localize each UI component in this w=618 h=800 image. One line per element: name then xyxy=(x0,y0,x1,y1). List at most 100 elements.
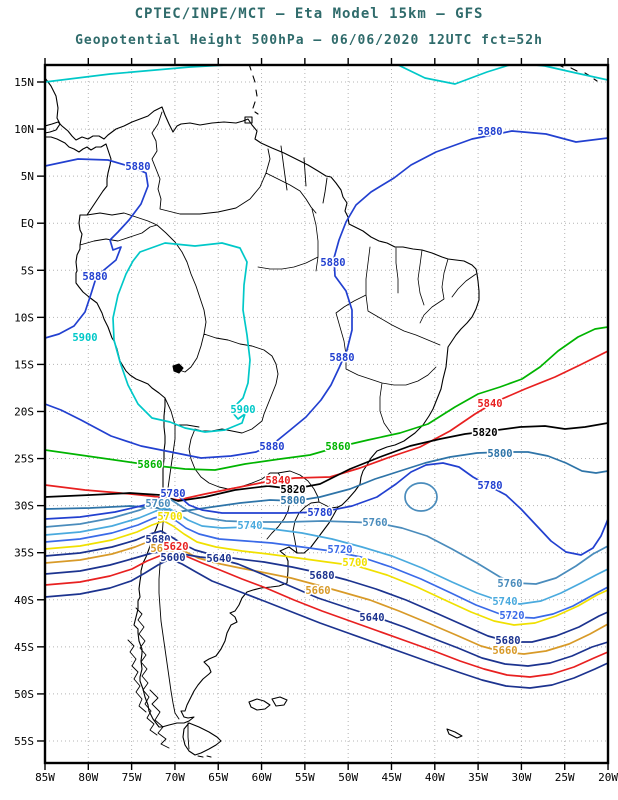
contour-label-5780: 5780 xyxy=(307,507,332,519)
contour-5600 xyxy=(45,558,608,689)
lat-label: 10S xyxy=(14,311,34,324)
lon-label: 80W xyxy=(78,771,98,784)
contour-5840 xyxy=(45,350,608,501)
lon-label: 70W xyxy=(165,771,185,784)
contour-labels-layer: 5900 5900 5880 5880 5880 5880 5880 5880 5860 5860… xyxy=(71,125,526,659)
contour-label-5680: 5680 xyxy=(309,570,334,582)
contour-label-5820: 5820 xyxy=(472,427,497,439)
lon-label: 20W xyxy=(598,771,618,784)
lat-label: 15S xyxy=(14,358,34,371)
contour-5760 xyxy=(45,498,608,585)
lon-label: 50W xyxy=(338,771,358,784)
contour-5740 xyxy=(45,507,608,605)
contour-cutoff-low-ellipse xyxy=(404,482,438,512)
contour-5700 xyxy=(45,520,608,626)
lon-label: 85W xyxy=(35,771,55,784)
lat-label: 25S xyxy=(14,453,34,466)
contour-label-5760: 5760 xyxy=(497,578,522,590)
contour-label-5900: 5900 xyxy=(230,404,255,416)
lon-label: 60W xyxy=(252,771,272,784)
contour-5880-northwest xyxy=(45,158,149,339)
page-title: CPTEC/INPE/MCT – Eta Model 15km – GFS xyxy=(134,6,484,22)
lon-label: 75W xyxy=(122,771,142,784)
contour-label-5700: 5700 xyxy=(342,557,367,569)
lat-label: 5S xyxy=(21,264,34,277)
contour-label-5860: 5860 xyxy=(137,459,162,471)
contour-label-5800: 5800 xyxy=(487,448,512,460)
axis-labels-layer: 15N 10N 5N EQ 5S 10S 15S 20S 25S 30S 35S 40S 45S 50S 5… xyxy=(14,58,618,784)
contour-5780 xyxy=(45,462,608,556)
contour-label-5780: 5780 xyxy=(160,488,185,500)
south-georgia-island xyxy=(446,728,463,739)
contour-lines-layer xyxy=(45,65,608,689)
contour-label-5880: 5880 xyxy=(320,257,345,269)
contour-label-5760: 5760 xyxy=(145,498,170,510)
contour-label-5860: 5860 xyxy=(325,441,350,453)
contour-label-5680: 5680 xyxy=(495,635,520,647)
lat-label: 30S xyxy=(14,500,34,513)
contour-label-5640: 5640 xyxy=(206,553,231,565)
contour-label-5720: 5720 xyxy=(327,544,352,556)
contour-5880-northeast xyxy=(45,130,608,459)
lon-label: 25W xyxy=(555,771,575,784)
contour-5900-closed-high xyxy=(112,242,251,433)
page-subtitle: Geopotential Height 500hPa – 06/06/2020 … xyxy=(75,33,543,48)
chilean-fjords xyxy=(127,607,170,749)
contour-label-5880: 5880 xyxy=(329,352,354,364)
contour-label-5600: 5600 xyxy=(160,552,185,564)
tierra-del-fuego-island xyxy=(182,722,222,758)
contour-5820 xyxy=(45,422,608,502)
brazil-state-borders xyxy=(257,208,477,434)
lon-label: 40W xyxy=(425,771,445,784)
country-borders xyxy=(79,111,339,750)
geography-layer xyxy=(45,65,598,758)
lon-label: 65W xyxy=(208,771,228,784)
contour-5680 xyxy=(45,530,608,643)
contour-5800 xyxy=(45,451,608,513)
contour-label-5700: 5700 xyxy=(157,511,182,523)
lat-label: 15N xyxy=(14,76,34,89)
contour-label-5720: 5720 xyxy=(499,610,524,622)
graticule-grid xyxy=(45,65,608,763)
antilles-islands xyxy=(244,65,259,124)
lon-label: 45W xyxy=(382,771,402,784)
lat-label: 20S xyxy=(14,405,34,418)
contour-label-5640: 5640 xyxy=(359,612,384,624)
south-america-coastline xyxy=(45,106,480,728)
lat-label: 5N xyxy=(21,170,34,183)
lat-label: 40S xyxy=(14,594,34,607)
lake-titicaca xyxy=(172,363,184,374)
contour-5720 xyxy=(45,514,608,619)
contour-label-5880: 5880 xyxy=(259,441,284,453)
lat-label: 55S xyxy=(14,735,34,748)
lat-label: EQ xyxy=(21,217,34,230)
contour-label-5820: 5820 xyxy=(280,484,305,496)
map-frame xyxy=(43,63,610,765)
contour-label-5840: 5840 xyxy=(477,398,502,410)
lat-label: 45S xyxy=(14,641,34,654)
lon-label: 55W xyxy=(295,771,315,784)
contour-label-5740: 5740 xyxy=(237,520,262,532)
contour-label-5880: 5880 xyxy=(125,161,150,173)
central-america-coast xyxy=(45,77,61,134)
lon-label: 30W xyxy=(511,771,531,784)
contour-label-5780: 5780 xyxy=(477,480,502,492)
contour-5620 xyxy=(45,552,608,678)
contour-label-5620: 5620 xyxy=(163,541,188,553)
contour-5640 xyxy=(45,550,608,667)
contour-label-5760: 5760 xyxy=(362,517,387,529)
lon-label: 35W xyxy=(468,771,488,784)
contour-5860 xyxy=(45,326,608,471)
contour-label-5840: 5840 xyxy=(265,475,290,487)
contour-5660 xyxy=(45,538,608,655)
falkland-islands xyxy=(248,696,288,711)
contour-label-5900: 5900 xyxy=(72,332,97,344)
contour-label-5660: 5660 xyxy=(305,585,330,597)
contour-label-5740: 5740 xyxy=(492,596,517,608)
lat-label: 50S xyxy=(14,688,34,701)
contour-label-5800: 5800 xyxy=(280,495,305,507)
lat-label: 10N xyxy=(14,123,34,136)
contour-label-5660: 5660 xyxy=(492,645,517,657)
